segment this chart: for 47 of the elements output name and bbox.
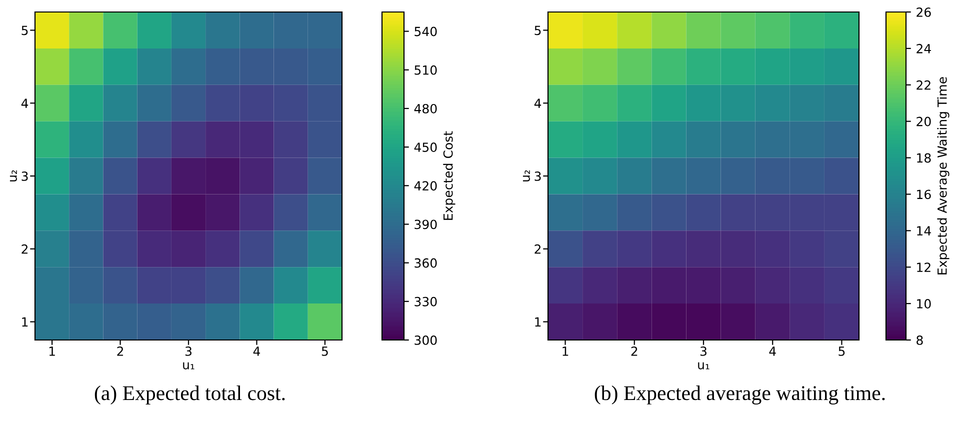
x-axis-title: u₁ (183, 362, 194, 370)
text: (b) Expected average waiting time. (594, 386, 885, 404)
color-bar-label: 330 (414, 296, 437, 306)
y-tick-label: 4 (534, 98, 542, 108)
y-tick-label: 5 (534, 26, 541, 36)
color-bar-label: 14 (917, 226, 931, 236)
x-tick-label: 5 (322, 346, 328, 356)
y-tick-label: 4 (21, 98, 28, 108)
x-tick-label: 5 (838, 346, 845, 356)
color-bar-label: 20 (916, 116, 931, 126)
color-bar-label: 360 (414, 258, 437, 268)
color-bar-label: 16 (917, 190, 931, 200)
y-tick-label: 1 (22, 317, 28, 327)
y-tick-label: 5 (22, 26, 28, 36)
text: (a) Expected total cost. (94, 386, 285, 404)
x-tick-label: 4 (253, 346, 260, 356)
color-bar-title: Expected Average Waiting Time (937, 77, 950, 274)
color-bar-label: 12 (917, 262, 930, 272)
y-axis-title: u₂ (522, 170, 530, 182)
x-tick-label: 4 (769, 346, 776, 356)
x-tick-label: 2 (117, 346, 123, 356)
color-bar-label: 450 (414, 142, 437, 152)
color-bar-title: Expected Cost (443, 131, 456, 220)
x-tick-label: 2 (631, 346, 638, 356)
x-tick-label: 3 (185, 346, 192, 356)
y-tick-label: 2 (534, 244, 540, 254)
color-bar-label: 8 (916, 335, 923, 345)
color-bar-label: 26 (916, 7, 931, 17)
x-axis-title: u₁ (698, 362, 710, 370)
y-tick-label: 2 (22, 244, 28, 254)
color-bar-label: 390 (414, 220, 437, 230)
color-bar-label: 24 (916, 44, 931, 54)
y-axis-title: u₂ (10, 170, 17, 182)
x-tick-label: 1 (562, 346, 568, 356)
color-bar-label: 480 (414, 104, 437, 114)
color-bar-label: 300 (414, 335, 437, 345)
y-tick-label: 1 (535, 317, 541, 327)
x-tick-label: 3 (700, 346, 706, 356)
color-bar-label: 510 (414, 65, 437, 75)
color-bar-label: 10 (917, 299, 931, 308)
color-bar-label: 22 (916, 80, 930, 90)
color-bar-label: 18 (917, 153, 931, 163)
y-tick-label: 3 (534, 171, 541, 181)
y-tick-label: 3 (22, 171, 28, 181)
color-bar-label: 540 (414, 26, 437, 36)
color-bar-label: 420 (414, 181, 437, 191)
x-tick-label: 1 (49, 346, 55, 356)
